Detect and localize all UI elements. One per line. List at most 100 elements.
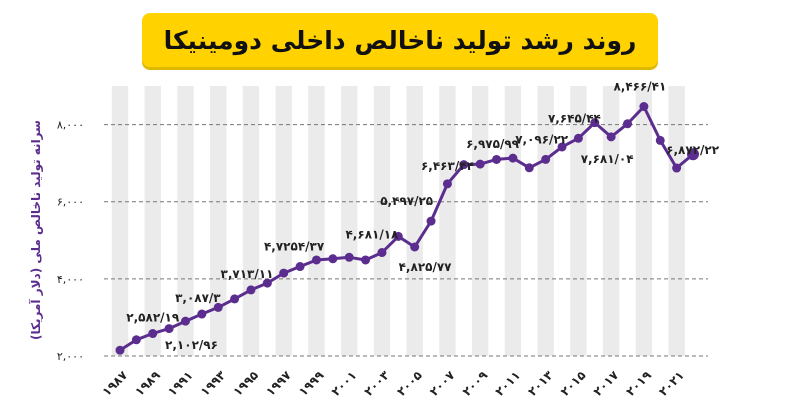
chart-title: روند رشد تولید ناخالص داخلی دومینیکا bbox=[163, 25, 637, 55]
x-tick-label: ۲۰۲۱ bbox=[656, 368, 687, 399]
data-point bbox=[197, 309, 207, 319]
data-label: ۶,۹۷۵/۹۹ bbox=[466, 137, 520, 151]
data-point bbox=[377, 248, 387, 258]
gridlines bbox=[104, 124, 708, 357]
x-tick-label: ۱۹۸۹ bbox=[132, 368, 163, 399]
data-point bbox=[442, 179, 452, 189]
x-tick-label: ۲۰۰۷ bbox=[427, 368, 458, 399]
x-tick-label: ۱۹۹۳ bbox=[198, 368, 229, 399]
data-point bbox=[655, 135, 665, 145]
background-band bbox=[668, 86, 685, 356]
x-tick-label: ۲۰۱۳ bbox=[525, 368, 556, 399]
data-point bbox=[590, 118, 600, 128]
background-band bbox=[242, 86, 260, 356]
data-label: ۲,۵۸۲/۱۹ bbox=[126, 311, 180, 325]
background-band bbox=[210, 86, 227, 356]
background-band bbox=[504, 86, 522, 356]
x-tick-label: ۲۰۰۳ bbox=[361, 368, 392, 399]
data-point bbox=[311, 255, 321, 265]
data-label: ۶,۸۷۲/۲۲ bbox=[666, 143, 720, 157]
data-label: ۶,۴۶۳/۴۴ bbox=[421, 159, 474, 173]
data-point bbox=[492, 154, 502, 164]
x-tick-label: ۲۰۰۹ bbox=[460, 368, 491, 399]
data-point bbox=[262, 278, 272, 288]
y-tick-label: ۴,۰۰۰ bbox=[57, 273, 84, 286]
data-point bbox=[459, 160, 469, 170]
x-axis-ticks: ۱۹۸۷ ۱۹۸۹ ۱۹۹۱ ۱۹۹۳ ۱۹۹۵ ۱۹۹۷ ۱۹۹۹ ۲۰۰۱ ۲۰۰۳ ۲۰۰۵… bbox=[100, 368, 687, 399]
data-point bbox=[295, 262, 305, 272]
y-tick-label: ۲,۰۰۰ bbox=[57, 350, 84, 363]
data-point bbox=[344, 252, 354, 262]
x-tick-label: ۲۰۱۱ bbox=[492, 368, 523, 399]
y-tick-label: ۸,۰۰۰ bbox=[57, 119, 84, 132]
background-band bbox=[111, 86, 129, 356]
data-point bbox=[475, 159, 485, 169]
data-point bbox=[328, 254, 338, 264]
background-band bbox=[177, 86, 194, 356]
y-axis-ticks: ۲,۰۰۰ ۴,۰۰۰ ۶,۰۰۰ ۸,۰۰۰ bbox=[57, 119, 84, 363]
data-label: ۴,۶۸۱/۱۸ bbox=[345, 228, 399, 242]
data-point bbox=[639, 102, 649, 112]
data-point bbox=[557, 142, 567, 152]
data-point bbox=[606, 132, 616, 142]
x-tick-label: ۱۹۹۹ bbox=[296, 368, 327, 399]
data-point bbox=[623, 119, 633, 129]
data-label: ۴,۸۲۵/۷۷ bbox=[399, 260, 453, 274]
background-band bbox=[341, 86, 358, 356]
x-tick-label: ۱۹۹۱ bbox=[165, 368, 196, 399]
data-point bbox=[164, 324, 174, 334]
data-point bbox=[131, 335, 141, 345]
y-axis-label: سرانه تولید ناخالص ملی (دلار آمریکا) bbox=[28, 120, 44, 340]
background-band bbox=[537, 86, 554, 356]
x-tick-label: ۲۰۰۵ bbox=[394, 368, 425, 399]
data-label: ۴,۷۲۵۴/۳۷ bbox=[264, 240, 325, 254]
data-point bbox=[115, 345, 125, 355]
background-band bbox=[570, 86, 587, 356]
data-point bbox=[426, 216, 436, 226]
x-tick-label: ۲۰۱۷ bbox=[591, 368, 622, 399]
data-point bbox=[524, 163, 534, 173]
data-point bbox=[361, 255, 371, 265]
data-point bbox=[672, 163, 682, 173]
data-point bbox=[393, 231, 403, 241]
background-band bbox=[471, 86, 489, 356]
data-labels: ۲,۵۸۲/۱۹ ۲,۱۰۲/۹۶ ۳,۰۸۷/۳۳,۷۱۳/۱۱ ۴,۷۲۵۴/۳۷… bbox=[126, 80, 719, 353]
data-point bbox=[148, 329, 158, 339]
data-label: ۲,۱۰۲/۹۶ bbox=[165, 338, 218, 352]
data-point bbox=[279, 268, 289, 278]
background-band bbox=[308, 86, 325, 356]
background-band bbox=[439, 86, 456, 356]
x-tick-label: ۱۹۹۵ bbox=[230, 368, 261, 399]
data-label: ۷,۶۸۱/۰۴ bbox=[581, 152, 634, 166]
data-label: ۸,۴۶۶/۴۱ bbox=[613, 80, 666, 94]
data-point bbox=[410, 242, 420, 252]
background-band bbox=[406, 86, 423, 356]
x-tick-label: ۲۰۱۵ bbox=[558, 368, 589, 399]
data-point bbox=[508, 153, 518, 163]
x-tick-label: ۱۹۹۷ bbox=[263, 368, 294, 399]
data-point bbox=[213, 302, 223, 312]
data-point bbox=[541, 154, 551, 164]
background-band bbox=[144, 86, 161, 356]
background-band bbox=[602, 86, 620, 356]
data-point bbox=[246, 285, 256, 295]
data-point bbox=[573, 133, 583, 143]
data-label: ۳,۰۸۷/۳ bbox=[175, 291, 221, 305]
data-point bbox=[687, 148, 699, 161]
data-label: ۷,۰۹۶/۲۲ bbox=[515, 132, 569, 146]
background-band bbox=[373, 86, 391, 356]
x-tick-label: ۲۰۰۱ bbox=[329, 368, 360, 399]
data-point bbox=[180, 316, 190, 326]
background-band bbox=[275, 86, 292, 356]
data-label: ۷,۶۴۵/۴۴ bbox=[548, 111, 601, 125]
data-label: ۵,۴۹۷/۲۵ bbox=[380, 194, 433, 208]
title-banner: روند رشد تولید ناخالص داخلی دومینیکا bbox=[142, 13, 658, 67]
x-tick-label: ۲۰۱۹ bbox=[623, 368, 654, 399]
background-band bbox=[635, 86, 653, 356]
x-tick-label: ۱۹۸۷ bbox=[100, 368, 131, 399]
y-tick-label: ۶,۰۰۰ bbox=[57, 196, 84, 209]
series-points bbox=[115, 102, 699, 355]
data-label: ۳,۷۱۳/۱۱ bbox=[221, 267, 274, 281]
data-point bbox=[230, 294, 240, 304]
